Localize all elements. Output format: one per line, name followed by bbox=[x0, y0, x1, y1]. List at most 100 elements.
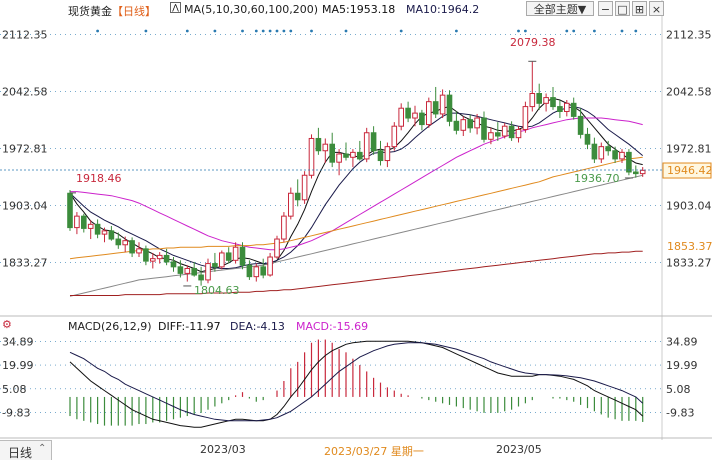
event-marker bbox=[241, 29, 244, 33]
candle-up bbox=[363, 132, 370, 160]
candle-down bbox=[81, 215, 87, 229]
candle-down bbox=[495, 132, 501, 137]
event-marker bbox=[310, 29, 313, 33]
price-axis-label-right: 2042.58 bbox=[666, 85, 712, 98]
restore-button[interactable]: □ bbox=[615, 1, 630, 16]
price-axis-label-right: 1972.81 bbox=[666, 142, 712, 155]
candle-up bbox=[426, 101, 432, 126]
ma-params: MA(5,10,30,60,100,200) bbox=[184, 3, 319, 16]
ma-line-ma200 bbox=[70, 250, 643, 296]
last-price-tag bbox=[662, 162, 712, 179]
event-marker bbox=[96, 29, 99, 33]
high-annotation: 2079.38 bbox=[510, 36, 556, 49]
macd-axis-label-right: 34.89 bbox=[666, 335, 698, 348]
event-marker bbox=[275, 29, 279, 33]
indicator-settings-icon[interactable]: ⚙ bbox=[2, 318, 12, 331]
candle-down bbox=[612, 150, 618, 160]
event-marker bbox=[289, 29, 293, 33]
candle-down bbox=[129, 240, 135, 254]
event-marker bbox=[282, 29, 286, 33]
candle-down bbox=[260, 266, 266, 276]
candle-down bbox=[584, 133, 591, 145]
close-button[interactable]: × bbox=[649, 1, 664, 16]
ma60-tag-text: 1853.37 bbox=[667, 240, 712, 253]
candle-up bbox=[267, 256, 273, 276]
minimize-button[interactable]: − bbox=[598, 1, 613, 16]
event-marker bbox=[565, 29, 569, 33]
candle-up bbox=[136, 248, 142, 254]
symbol-title: 现货黄金【日线】 bbox=[68, 3, 156, 19]
candle-down bbox=[626, 151, 632, 173]
candle-down bbox=[419, 112, 425, 126]
candle-down bbox=[405, 107, 411, 119]
candle-up bbox=[350, 151, 356, 158]
candle-down bbox=[294, 192, 301, 201]
period-tab[interactable]: 日线 ⌃ bbox=[0, 440, 52, 460]
price-axis-label-left: 1833.27 bbox=[2, 257, 48, 270]
restore-icon: □ bbox=[617, 3, 628, 16]
ma5-value: MA5:1953.18 bbox=[322, 3, 396, 16]
event-marker bbox=[524, 29, 527, 33]
event-marker bbox=[620, 29, 624, 33]
candle-down bbox=[225, 252, 232, 261]
candle-down bbox=[432, 101, 439, 115]
macd-axis-labels: 34.89 34.89 19.99 19.99 5.08 5.08 -9.83 -9.83 bbox=[2, 335, 698, 419]
price-axis-label-left: 2112.35 bbox=[2, 28, 48, 41]
candle-down bbox=[67, 192, 73, 229]
candle-up bbox=[232, 246, 239, 261]
candle-down bbox=[115, 238, 122, 246]
candle-up bbox=[301, 174, 308, 201]
expand-button[interactable]: ⊞ bbox=[632, 1, 647, 16]
candle-down bbox=[143, 248, 149, 262]
candle-down bbox=[605, 146, 612, 152]
event-marker bbox=[254, 29, 258, 33]
candle-up bbox=[308, 137, 315, 176]
macd-histogram bbox=[69, 339, 644, 426]
candle-up bbox=[439, 94, 446, 115]
candle-down bbox=[481, 117, 487, 140]
candle-down bbox=[177, 266, 184, 274]
low-annotation: 1804.63 bbox=[194, 284, 240, 297]
candle-up bbox=[460, 119, 467, 131]
price-axis-labels: 2112.35 2112.35 2042.58 2042.58 1972.81 1972.… bbox=[2, 28, 712, 269]
candle-down bbox=[570, 102, 577, 117]
macd-hist-value: MACD:-15.69 bbox=[296, 320, 369, 333]
macd-label: MACD(26,12,9) bbox=[68, 320, 152, 333]
candle-down bbox=[446, 94, 453, 122]
ma-toggle-icon[interactable]: ⋀ bbox=[170, 2, 181, 13]
candle-down bbox=[108, 230, 115, 240]
price-tags: 1946.42 1853.37 bbox=[662, 162, 712, 253]
candle-up bbox=[288, 192, 294, 217]
symbol-name: 现货黄金 bbox=[68, 5, 112, 18]
candle-down bbox=[633, 171, 639, 175]
event-marker bbox=[455, 29, 458, 33]
candle-up bbox=[150, 258, 156, 262]
candle-down bbox=[557, 106, 563, 112]
candle-down bbox=[315, 137, 322, 152]
price-axis-label-left: 2042.58 bbox=[2, 85, 48, 98]
ma-line-ma60 bbox=[69, 156, 643, 260]
candle-up bbox=[598, 146, 605, 160]
candle-down bbox=[212, 263, 218, 268]
ma-line-ma30 bbox=[70, 117, 643, 251]
event-marker bbox=[344, 29, 348, 33]
event-marker bbox=[572, 29, 576, 33]
period-tab-label: 日线 bbox=[8, 446, 33, 460]
event-marker bbox=[634, 29, 638, 33]
candle-down bbox=[329, 143, 335, 163]
candle-up bbox=[274, 238, 280, 258]
candle-up bbox=[322, 143, 329, 152]
price-axis-label-left: 1972.81 bbox=[2, 142, 48, 155]
candle-down bbox=[467, 119, 473, 129]
candle-up bbox=[564, 102, 570, 112]
price-axis-label-right: 2112.35 bbox=[666, 28, 712, 41]
candle-up bbox=[543, 97, 549, 104]
theme-dropdown[interactable]: 全部主题▼ bbox=[526, 1, 594, 16]
period-tab-chevron-icon: ⌃ bbox=[38, 443, 47, 454]
event-marker bbox=[268, 29, 272, 33]
event-marker bbox=[517, 29, 520, 33]
candle-down bbox=[550, 97, 556, 108]
candle-up bbox=[488, 132, 494, 140]
candle-up bbox=[412, 112, 418, 119]
